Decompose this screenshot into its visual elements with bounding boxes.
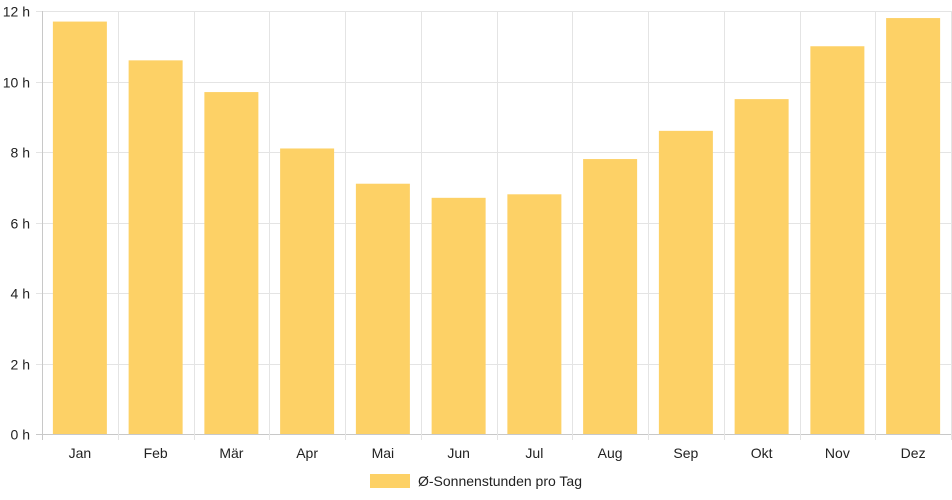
- y-tick-label: 10 h: [3, 75, 30, 91]
- y-tick-label: 0 h: [11, 427, 30, 443]
- y-tick-label: 4 h: [11, 286, 30, 302]
- y-tick-label: 8 h: [11, 145, 30, 161]
- axis-layer: 0 h 2 h 4 h 6 h 8 h 10 h 12 h Jan Feb Mär Apr Mai Ju…: [3, 4, 926, 462]
- legend-swatch: [370, 474, 411, 488]
- bar-jul[interactable]: [507, 194, 562, 434]
- legend-label: Ø-Sonnenstunden pro Tag: [418, 473, 582, 489]
- y-tick-label: 12 h: [3, 4, 30, 20]
- bar-sep[interactable]: [658, 130, 713, 434]
- x-tick-label: Jun: [447, 445, 470, 461]
- x-tick-label: Sep: [673, 445, 698, 461]
- x-tick-label: Okt: [751, 445, 773, 461]
- x-tick-label: Nov: [825, 445, 850, 461]
- bar-feb[interactable]: [128, 60, 183, 434]
- bar-jan[interactable]: [52, 21, 107, 434]
- bars-layer: [52, 18, 941, 435]
- bar-dez[interactable]: [886, 18, 941, 435]
- x-tick-label: Apr: [296, 445, 318, 461]
- x-tick-label: Dez: [901, 445, 926, 461]
- bar-mär[interactable]: [204, 92, 259, 434]
- x-tick-label: Mai: [372, 445, 395, 461]
- x-tick-label: Feb: [144, 445, 168, 461]
- bar-apr[interactable]: [280, 148, 335, 434]
- x-tick-label: Jul: [525, 445, 543, 461]
- x-tick-label: Jan: [69, 445, 92, 461]
- y-tick-label: 6 h: [11, 216, 30, 232]
- grid-layer: [36, 11, 952, 440]
- bar-okt[interactable]: [734, 99, 789, 434]
- legend[interactable]: Ø-Sonnenstunden pro Tag: [370, 473, 582, 489]
- bar-mai[interactable]: [355, 183, 410, 434]
- x-tick-label: Aug: [598, 445, 623, 461]
- x-tick-label: Mär: [219, 445, 243, 461]
- bar-aug[interactable]: [583, 159, 638, 435]
- bar-nov[interactable]: [810, 46, 865, 434]
- bar-jun[interactable]: [431, 197, 486, 434]
- y-tick-label: 2 h: [11, 357, 30, 373]
